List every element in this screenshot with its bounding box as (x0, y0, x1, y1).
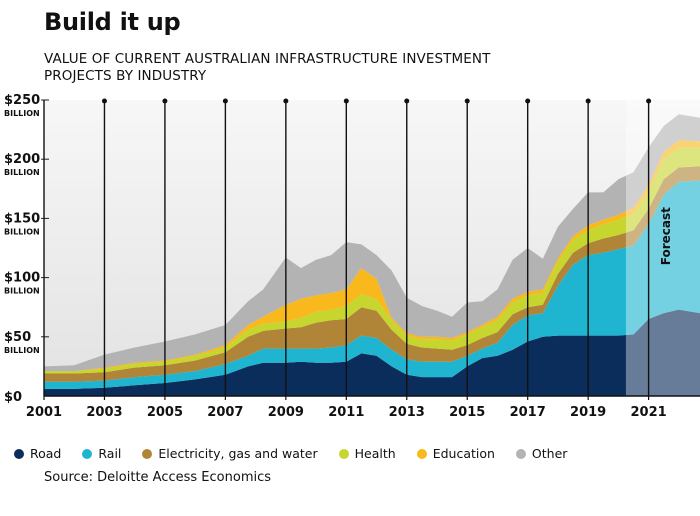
legend-label: Electricity, gas and water (158, 446, 318, 461)
legend-swatch (14, 448, 24, 459)
legend-item-rail: Rail (82, 446, 121, 461)
source-note: Source: Deloitte Access Economics (44, 470, 272, 485)
legend-label: Road (30, 446, 62, 461)
year-gridline-dot (585, 98, 591, 104)
legend-swatch (338, 448, 349, 459)
year-gridline-dot (343, 98, 349, 104)
legend-swatch (82, 448, 93, 459)
legend-swatch (416, 448, 427, 459)
legend-label: Education (432, 446, 495, 461)
x-tick-label: 2011 (328, 405, 364, 420)
x-tick-label: 2007 (207, 405, 243, 420)
year-gridline-dot (404, 98, 410, 104)
x-tick-label: 2009 (268, 405, 304, 420)
x-tick-label: 2021 (631, 405, 667, 420)
chart-subtitle: VALUE OF CURRENT AUSTRALIAN INFRASTRUCTU… (44, 51, 491, 84)
y-tick-label: $0 (4, 390, 22, 405)
x-tick-label: 2001 (26, 405, 62, 420)
legend-item-health: Health (338, 446, 396, 461)
legend-label: Rail (98, 446, 122, 461)
area-rail (44, 180, 700, 389)
year-gridline-dot (646, 98, 652, 104)
x-tick-label: 2013 (389, 405, 425, 420)
year-gridline-dot (283, 98, 289, 104)
year-gridline-dot (222, 98, 228, 104)
y-tick-label: $150 (4, 211, 40, 226)
x-tick-label: 2003 (86, 405, 122, 420)
chart-legend: Road Rail Electricity, gas and water Health… (14, 446, 588, 461)
y-tick-unit: BILLION (4, 287, 40, 296)
year-gridline-dot (101, 98, 107, 104)
x-tick-label: 2017 (510, 405, 546, 420)
y-tick-unit: BILLION (4, 227, 40, 236)
legend-item-other: Other (515, 446, 568, 461)
forecast-label: Forecast (659, 207, 673, 265)
legend-label: Other (531, 446, 568, 461)
x-tick-label: 2005 (147, 405, 183, 420)
chart-title: Build it up (44, 8, 181, 36)
legend-swatch (142, 448, 153, 459)
legend-item-education: Education (416, 446, 495, 461)
y-tick-unit: BILLION (4, 109, 40, 118)
y-tick-label: $250 (4, 93, 40, 108)
year-gridline-dot (525, 98, 531, 104)
legend-swatch (515, 448, 526, 459)
y-tick-label: $200 (4, 152, 40, 167)
y-tick-unit: BILLION (4, 168, 40, 177)
forecast-shade (625, 100, 700, 396)
year-gridline-dot (464, 98, 470, 104)
area-road (44, 309, 700, 396)
x-tick-label: 2015 (449, 405, 485, 420)
legend-item-electricity-gas-and-water: Electricity, gas and water (142, 446, 318, 461)
legend-item-road: Road (14, 446, 61, 461)
y-tick-label: $50 (4, 330, 31, 345)
stacked-area-chart: $0$50BILLION$100BILLION$150BILLION$200BI… (4, 93, 700, 420)
y-tick-label: $100 (4, 271, 40, 286)
x-tick-label: 2019 (570, 405, 606, 420)
legend-label: Health (354, 446, 396, 461)
y-tick-unit: BILLION (4, 346, 40, 355)
year-gridline-dot (162, 98, 168, 104)
